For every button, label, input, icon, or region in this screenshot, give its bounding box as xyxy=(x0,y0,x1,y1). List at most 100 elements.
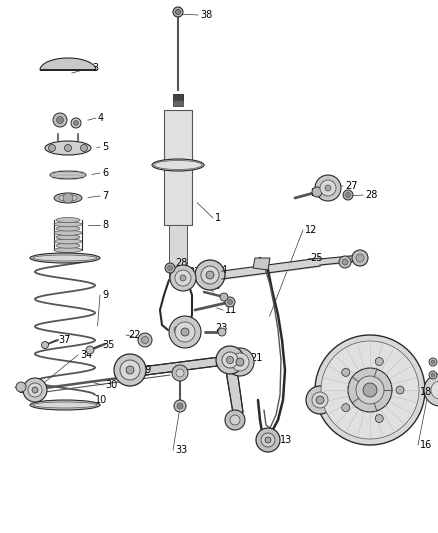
Circle shape xyxy=(342,368,350,376)
Ellipse shape xyxy=(56,235,80,240)
Circle shape xyxy=(342,403,350,411)
Circle shape xyxy=(176,369,184,377)
Circle shape xyxy=(177,403,183,409)
Text: 5: 5 xyxy=(102,142,108,152)
Ellipse shape xyxy=(56,226,80,231)
Circle shape xyxy=(429,358,437,366)
Circle shape xyxy=(175,322,195,342)
Text: 30: 30 xyxy=(105,380,117,390)
Text: 24: 24 xyxy=(215,265,227,275)
Circle shape xyxy=(120,360,140,380)
Circle shape xyxy=(396,386,404,394)
Text: 11: 11 xyxy=(225,305,237,315)
Text: 33: 33 xyxy=(175,445,187,455)
Ellipse shape xyxy=(45,141,91,155)
Circle shape xyxy=(216,346,244,374)
Circle shape xyxy=(174,400,186,412)
Circle shape xyxy=(167,265,173,271)
Circle shape xyxy=(265,437,271,443)
Circle shape xyxy=(429,371,437,379)
Circle shape xyxy=(342,259,348,265)
Circle shape xyxy=(375,415,383,423)
Circle shape xyxy=(312,392,328,408)
Circle shape xyxy=(170,265,196,291)
Circle shape xyxy=(195,260,225,290)
Circle shape xyxy=(49,144,56,151)
Polygon shape xyxy=(40,58,96,70)
Text: 8: 8 xyxy=(102,220,108,230)
Text: 1: 1 xyxy=(215,213,221,223)
Circle shape xyxy=(138,333,152,347)
Ellipse shape xyxy=(56,243,80,248)
Text: 21: 21 xyxy=(250,353,262,363)
Circle shape xyxy=(320,180,336,196)
Text: 3: 3 xyxy=(92,63,98,73)
Circle shape xyxy=(53,113,67,127)
Circle shape xyxy=(348,368,392,412)
Circle shape xyxy=(352,250,368,266)
Circle shape xyxy=(325,185,331,191)
Text: 18: 18 xyxy=(420,387,432,397)
Circle shape xyxy=(256,428,280,452)
Circle shape xyxy=(169,316,201,348)
Circle shape xyxy=(343,190,353,200)
Circle shape xyxy=(201,266,219,284)
Circle shape xyxy=(321,341,419,439)
Text: 25: 25 xyxy=(310,253,322,263)
Circle shape xyxy=(231,353,249,371)
Text: 35: 35 xyxy=(102,340,114,350)
Circle shape xyxy=(356,376,384,404)
Ellipse shape xyxy=(54,247,82,253)
Circle shape xyxy=(424,374,438,406)
Circle shape xyxy=(71,118,81,128)
Circle shape xyxy=(363,383,377,397)
Circle shape xyxy=(174,326,182,334)
Circle shape xyxy=(226,357,233,364)
Circle shape xyxy=(356,254,364,262)
Ellipse shape xyxy=(59,195,77,201)
Ellipse shape xyxy=(54,239,82,244)
Text: 15: 15 xyxy=(395,357,407,367)
Circle shape xyxy=(180,275,186,281)
Circle shape xyxy=(315,335,425,445)
Text: 28: 28 xyxy=(365,190,378,200)
Text: 26: 26 xyxy=(208,281,220,291)
Circle shape xyxy=(81,144,88,151)
Ellipse shape xyxy=(54,193,82,203)
Text: 37: 37 xyxy=(58,335,71,345)
Circle shape xyxy=(375,358,383,366)
Bar xyxy=(173,100,183,106)
Circle shape xyxy=(218,328,226,336)
Circle shape xyxy=(312,187,322,197)
Circle shape xyxy=(261,433,275,447)
Circle shape xyxy=(28,383,42,397)
Circle shape xyxy=(315,175,341,201)
Text: 29: 29 xyxy=(353,252,365,262)
Text: 13: 13 xyxy=(280,435,292,445)
Circle shape xyxy=(42,342,49,349)
Circle shape xyxy=(316,396,324,404)
Ellipse shape xyxy=(54,230,82,236)
Text: 27: 27 xyxy=(188,267,201,277)
Text: 27: 27 xyxy=(345,181,357,191)
Circle shape xyxy=(225,297,235,307)
Circle shape xyxy=(126,366,134,374)
Circle shape xyxy=(176,10,180,14)
Circle shape xyxy=(431,373,435,377)
Ellipse shape xyxy=(152,159,204,171)
Ellipse shape xyxy=(30,400,100,410)
Circle shape xyxy=(114,354,146,386)
Text: 38: 38 xyxy=(200,10,212,20)
Circle shape xyxy=(431,360,435,364)
Bar xyxy=(173,94,183,100)
Circle shape xyxy=(181,328,189,336)
Polygon shape xyxy=(253,258,270,270)
Text: 26: 26 xyxy=(310,188,322,198)
Circle shape xyxy=(57,117,64,124)
Text: 10: 10 xyxy=(95,395,107,405)
Circle shape xyxy=(141,336,148,343)
Circle shape xyxy=(165,263,175,273)
Bar xyxy=(169,225,187,280)
Circle shape xyxy=(32,387,38,393)
Text: 4: 4 xyxy=(98,113,104,123)
